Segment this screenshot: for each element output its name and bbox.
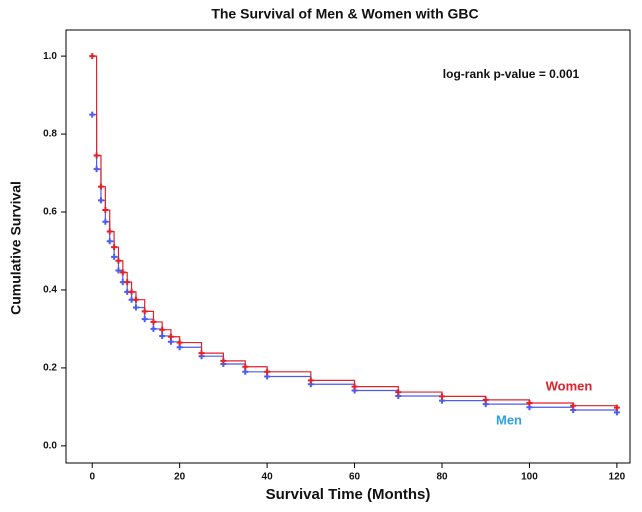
censor-mark [570, 402, 577, 409]
x-tick-label: 0 [89, 472, 95, 483]
censor-mark [115, 267, 122, 274]
censor-mark [167, 333, 174, 340]
censor-mark [124, 279, 131, 286]
y-tick-label: 1.0 [43, 51, 57, 62]
y-tick-label: 0.4 [43, 285, 57, 296]
censor-mark [97, 183, 104, 190]
annotation: log-rank p-value = 0.001 [443, 67, 580, 81]
censor-mark [102, 207, 109, 214]
censor-mark [150, 318, 157, 325]
censor-mark [264, 368, 271, 375]
censor-mark [102, 218, 109, 225]
survival-curve [92, 113, 619, 413]
censor-mark [93, 166, 100, 173]
censor-mark [141, 316, 148, 323]
censor-mark [395, 389, 402, 396]
censor-mark [132, 304, 139, 311]
censor-mark [307, 377, 314, 384]
censor-mark [115, 257, 122, 264]
x-tick-label: 120 [609, 472, 626, 483]
censor-mark [119, 269, 126, 276]
plot-frame [65, 29, 631, 464]
censor-mark [132, 296, 139, 303]
censor-mark [128, 288, 135, 295]
x-tick-label: 80 [436, 472, 448, 483]
censor-mark [111, 244, 118, 251]
censor-mark [106, 238, 113, 245]
censor-mark [351, 383, 358, 390]
x-tick-label: 60 [349, 472, 361, 483]
x-tick-label: 20 [174, 472, 186, 483]
censor-mark [242, 368, 249, 375]
censor-mark [150, 325, 157, 332]
censor-mark [97, 197, 104, 204]
y-tick-label: 0.6 [43, 207, 57, 218]
censor-mark [159, 332, 166, 339]
censor-mark [242, 363, 249, 370]
censor-mark [159, 326, 166, 333]
y-tick-label: 0.2 [43, 363, 57, 374]
x-tick-label: 100 [521, 472, 538, 483]
censor-mark [106, 228, 113, 235]
censor-mark [220, 357, 227, 364]
censor-mark [111, 253, 118, 260]
survival-curve [92, 55, 619, 409]
x-tick-label: 40 [262, 472, 274, 483]
censor-mark [482, 396, 489, 403]
censor-mark [613, 404, 620, 411]
censor-mark [141, 308, 148, 315]
y-axis-label: Cumulative Survival [8, 181, 24, 315]
censor-mark [89, 53, 96, 60]
series-label: Men [496, 412, 522, 427]
chart-title: The Survival of Men & Women with GBC [211, 6, 478, 22]
censor-mark [89, 111, 96, 118]
series-label: Women [546, 378, 593, 393]
censor-mark [198, 350, 205, 357]
y-tick-label: 0.0 [43, 440, 57, 451]
x-axis-label: Survival Time (Months) [266, 486, 431, 503]
censor-mark [93, 152, 100, 159]
censor-mark [176, 339, 183, 346]
censor-mark [439, 393, 445, 400]
censor-mark [167, 338, 174, 345]
censor-mark [526, 399, 533, 406]
y-tick-label: 0.8 [43, 129, 57, 140]
